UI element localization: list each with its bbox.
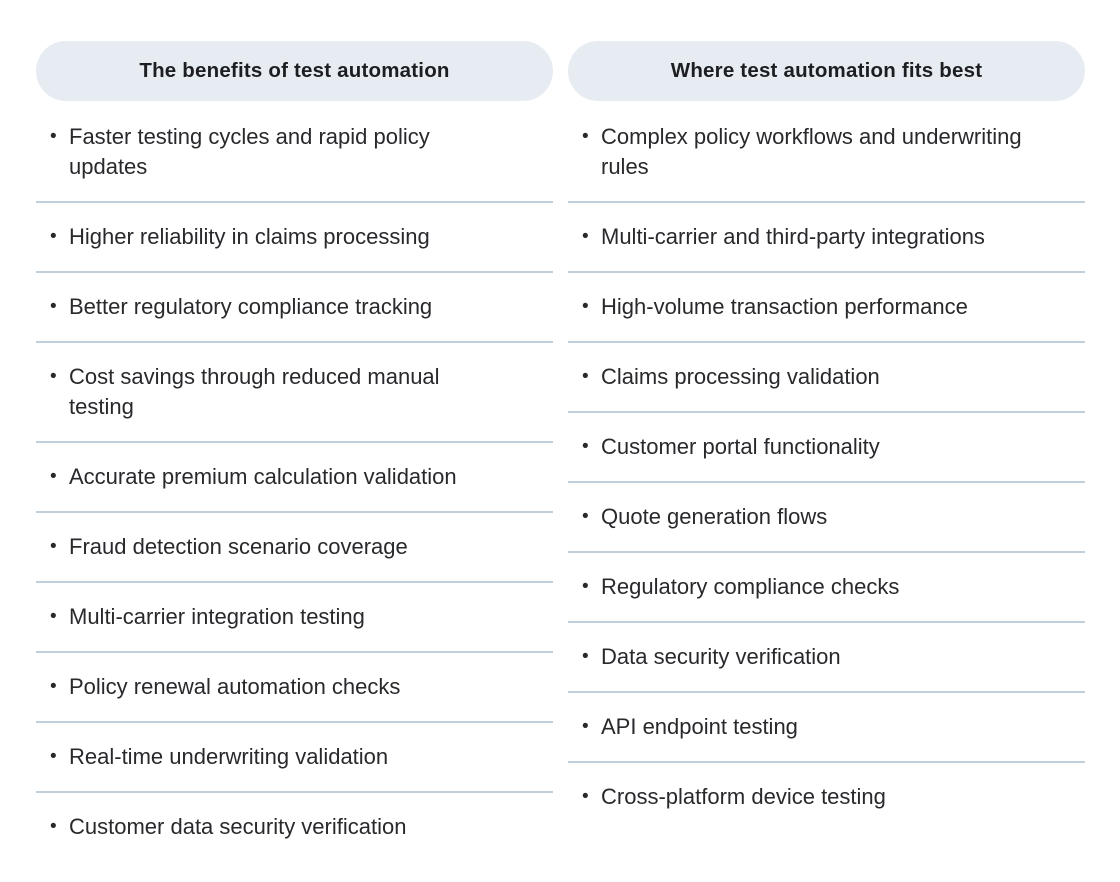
list-item-text: Multi-carrier integration testing bbox=[69, 604, 365, 629]
list-item-text: Cross-platform device testing bbox=[601, 784, 886, 809]
column-fits-best-header-label: Where test automation fits best bbox=[670, 59, 983, 82]
list-item: • Fraud detection scenario coverage bbox=[36, 513, 553, 583]
list-item: • Claims processing validation bbox=[568, 343, 1085, 413]
bullet-icon: • bbox=[582, 436, 589, 457]
list-item-text: Customer data security verification bbox=[69, 814, 407, 839]
list-item-text: Complex policy workflows and underwritin… bbox=[601, 124, 1022, 179]
list-item-text: Higher reliability in claims processing bbox=[69, 224, 430, 249]
list-item-text: Data security verification bbox=[601, 644, 841, 669]
list-item: • Complex policy workflows and underwriti… bbox=[568, 103, 1085, 203]
bullet-icon: • bbox=[582, 126, 589, 147]
bullet-icon: • bbox=[582, 716, 589, 737]
bullet-icon: • bbox=[50, 746, 57, 767]
list-item-text: Accurate premium calculation validation bbox=[69, 464, 457, 489]
bullet-icon: • bbox=[582, 506, 589, 527]
bullet-icon: • bbox=[582, 576, 589, 597]
list-item-text: API endpoint testing bbox=[601, 714, 798, 739]
list-item: • Multi-carrier integration testing bbox=[36, 583, 553, 653]
list-item: • Better regulatory compliance tracking bbox=[36, 273, 553, 343]
list-item-text: Real-time underwriting validation bbox=[69, 744, 389, 769]
bullet-icon: • bbox=[50, 676, 57, 697]
list-item: • Customer data security verification bbox=[36, 793, 553, 861]
bullet-icon: • bbox=[582, 366, 589, 387]
column-benefits-header-label: The benefits of test automation bbox=[139, 59, 450, 82]
bullet-icon: • bbox=[50, 126, 57, 147]
list-item-text: High-volume transaction performance bbox=[601, 294, 968, 319]
bullet-icon: • bbox=[50, 366, 57, 387]
bullet-icon: • bbox=[50, 226, 57, 247]
list-item: • Higher reliability in claims processing bbox=[36, 203, 553, 273]
list-item-text: Better regulatory compliance tracking bbox=[69, 294, 433, 319]
list-item: • High-volume transaction performance bbox=[568, 273, 1085, 343]
list-item: • Real-time underwriting validation bbox=[36, 723, 553, 793]
bullet-icon: • bbox=[50, 536, 57, 557]
list-item-text: Customer portal functionality bbox=[601, 434, 880, 459]
column-fits-best: Where test automation fits best • Complex… bbox=[568, 41, 1085, 861]
list-item: • Cost savings through reduced manual tes… bbox=[36, 343, 553, 443]
list-item: • Policy renewal automation checks bbox=[36, 653, 553, 723]
bullet-icon: • bbox=[50, 296, 57, 317]
list-item: • API endpoint testing bbox=[568, 693, 1085, 763]
list-item-text: Fraud detection scenario coverage bbox=[69, 534, 408, 559]
fits-best-list: • Complex policy workflows and underwriti… bbox=[568, 103, 1085, 831]
bullet-icon: • bbox=[50, 466, 57, 487]
list-item: • Faster testing cycles and rapid policy … bbox=[36, 103, 553, 203]
column-fits-best-header-pill: Where test automation fits best bbox=[568, 41, 1085, 101]
list-item-text: Cost savings through reduced manual test… bbox=[69, 364, 440, 419]
benefits-list: • Faster testing cycles and rapid policy … bbox=[36, 103, 553, 861]
list-item-text: Quote generation flows bbox=[601, 504, 828, 529]
bullet-icon: • bbox=[582, 646, 589, 667]
list-item: • Cross-platform device testing bbox=[568, 763, 1085, 831]
list-item-text: Claims processing validation bbox=[601, 364, 880, 389]
bullet-icon: • bbox=[50, 606, 57, 627]
list-item: • Quote generation flows bbox=[568, 483, 1085, 553]
column-benefits: The benefits of test automation • Faster … bbox=[36, 41, 553, 861]
list-item: • Multi-carrier and third-party integrati… bbox=[568, 203, 1085, 273]
list-item: • Regulatory compliance checks bbox=[568, 553, 1085, 623]
bullet-icon: • bbox=[582, 296, 589, 317]
bullet-icon: • bbox=[582, 226, 589, 247]
bullet-icon: • bbox=[50, 816, 57, 837]
list-item-text: Multi-carrier and third-party integratio… bbox=[601, 224, 985, 249]
comparison-table: The benefits of test automation • Faster … bbox=[36, 41, 1085, 861]
column-benefits-header-pill: The benefits of test automation bbox=[36, 41, 553, 101]
list-item-text: Policy renewal automation checks bbox=[69, 674, 401, 699]
bullet-icon: • bbox=[582, 786, 589, 807]
list-item-text: Faster testing cycles and rapid policy u… bbox=[69, 124, 430, 179]
list-item: • Customer portal functionality bbox=[568, 413, 1085, 483]
list-item: • Data security verification bbox=[568, 623, 1085, 693]
list-item-text: Regulatory compliance checks bbox=[601, 574, 900, 599]
list-item: • Accurate premium calculation validation bbox=[36, 443, 553, 513]
